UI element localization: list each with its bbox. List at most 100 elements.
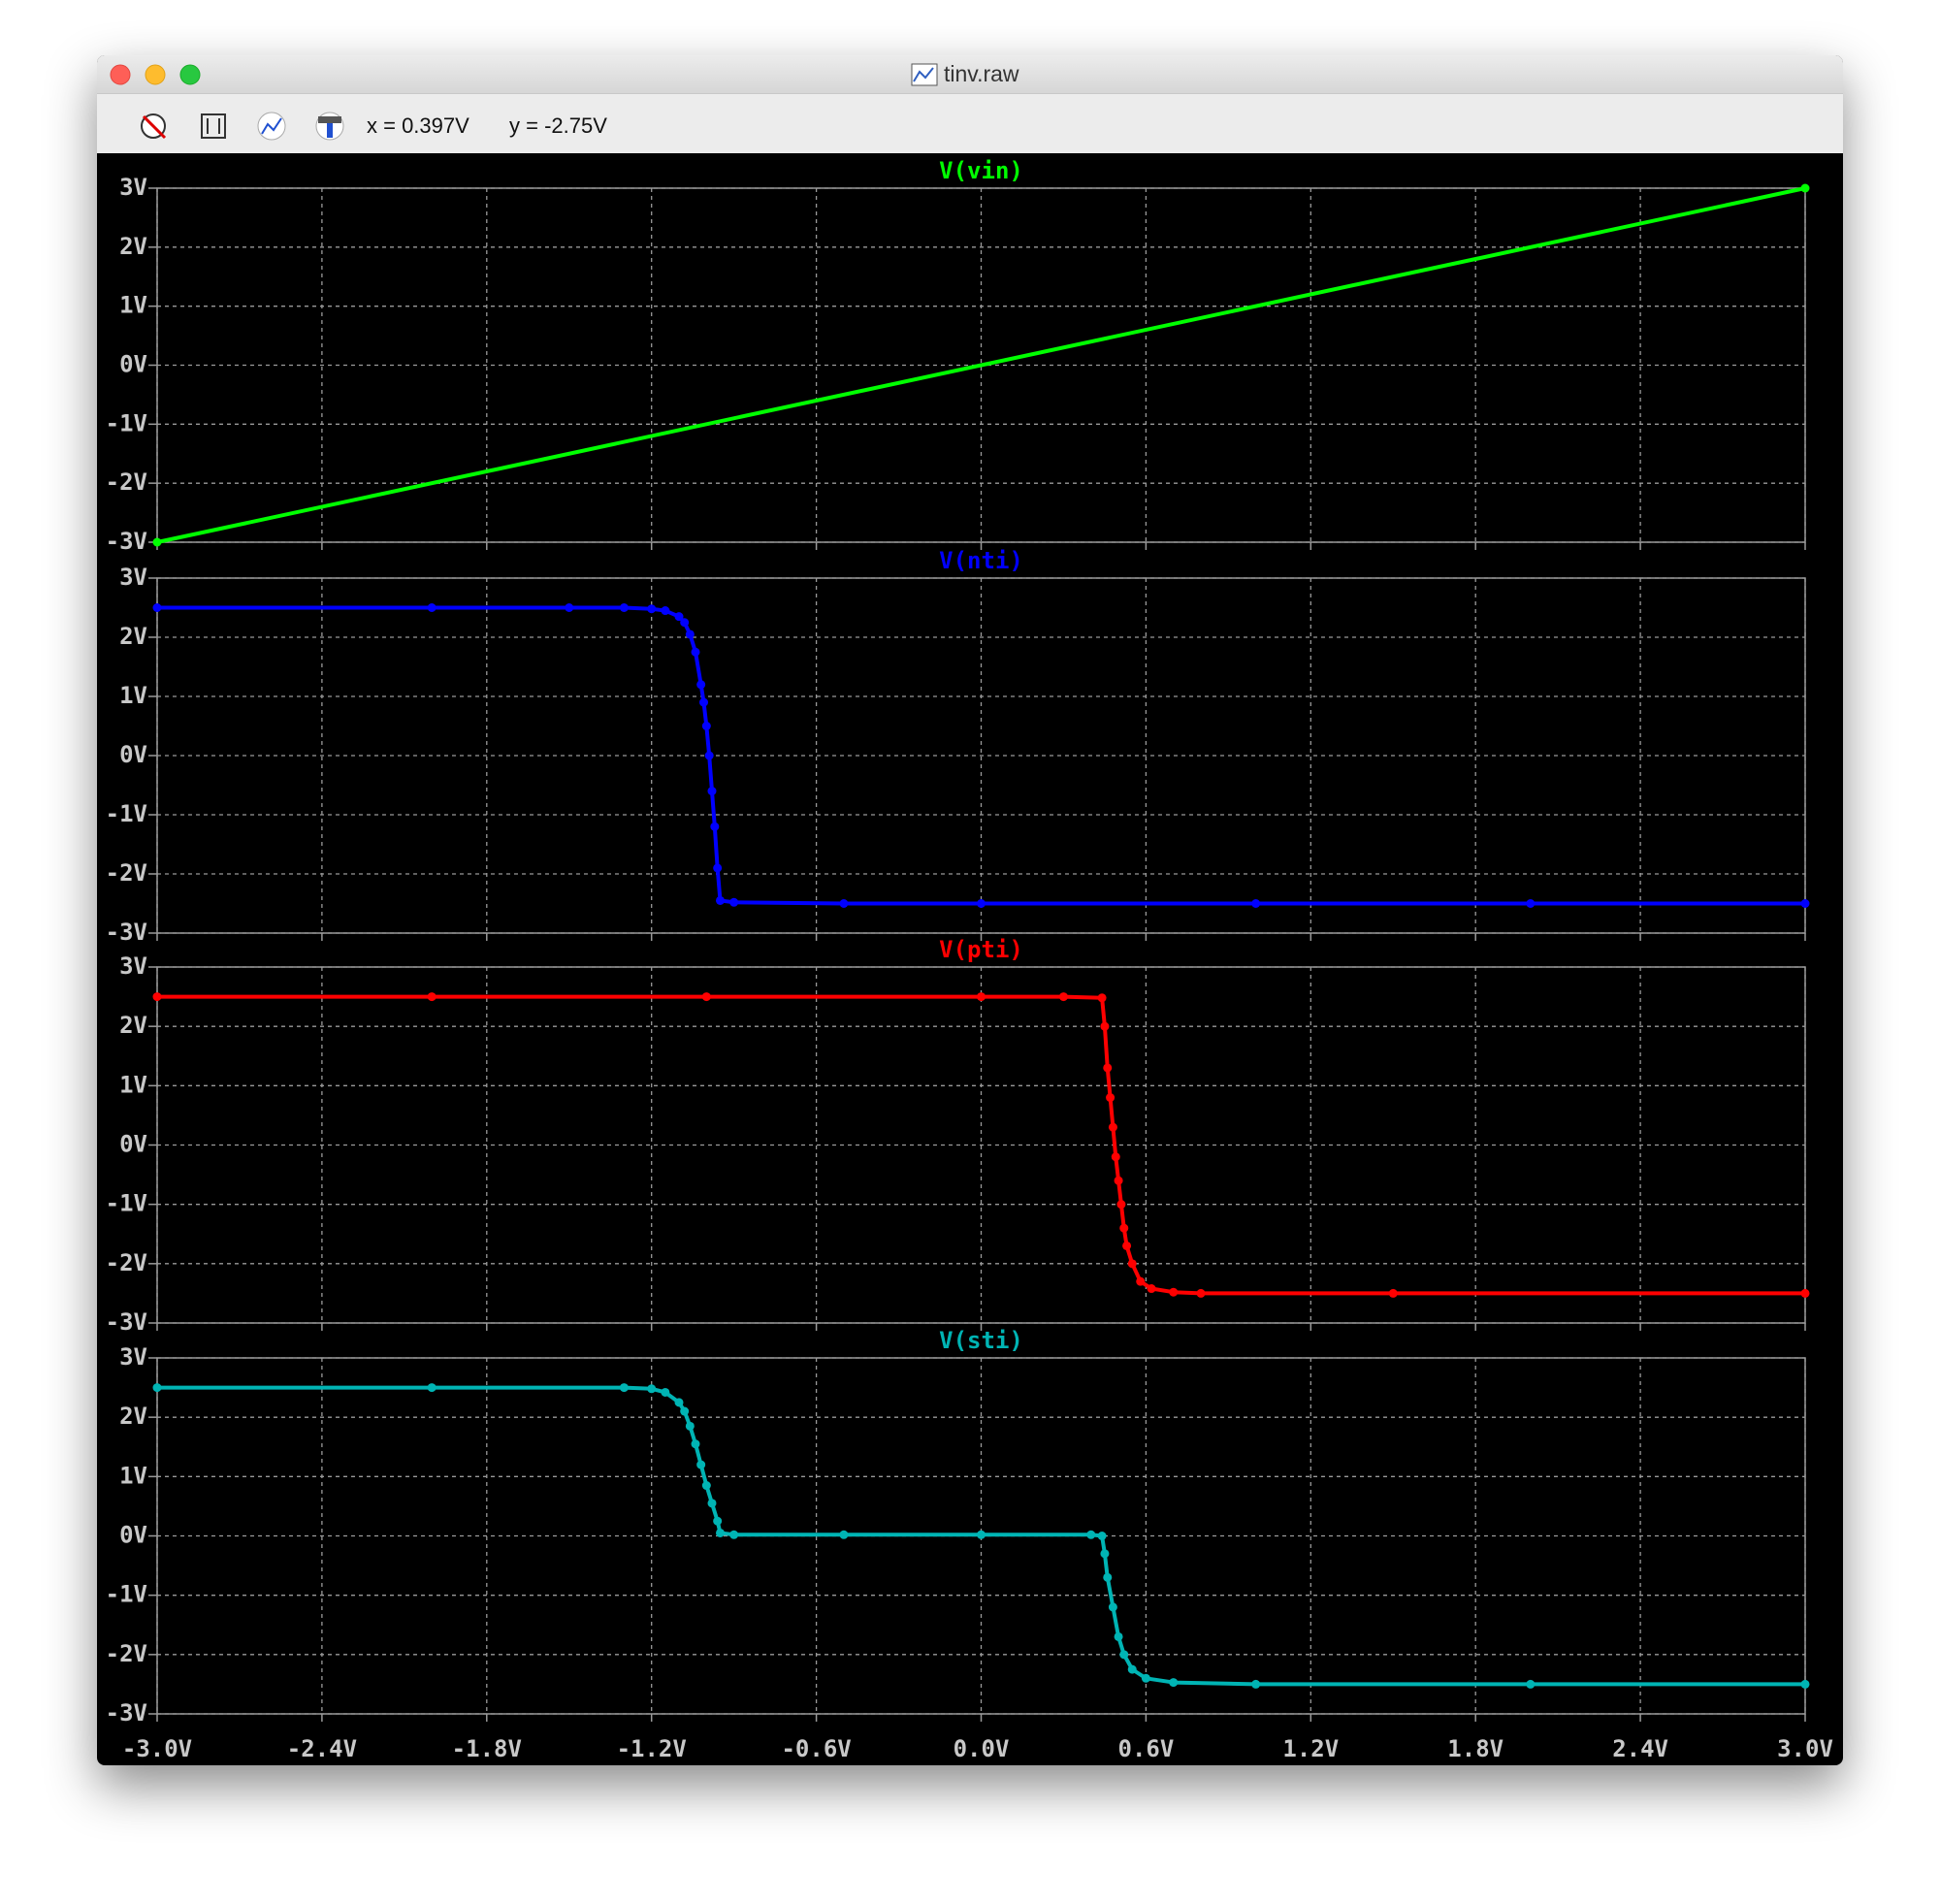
data-point: [1097, 1532, 1107, 1540]
x-tick-label: 1.8V: [1447, 1735, 1504, 1762]
data-point: [674, 612, 684, 622]
cursor-y: y = -2.75V: [509, 113, 607, 138]
data-point: [427, 603, 436, 612]
minimize-button[interactable]: [145, 64, 166, 85]
x-tick-label: -1.2V: [617, 1735, 687, 1762]
plot-frame: [156, 577, 1806, 934]
y-tick-label: -1V: [106, 1581, 147, 1608]
data-point: [701, 992, 711, 1002]
tool-icon[interactable]: [327, 123, 333, 138]
data-point: [715, 895, 725, 905]
data-point: [713, 1516, 723, 1526]
y-tick-label: 1V: [119, 1071, 147, 1098]
data-point: [1103, 1572, 1113, 1582]
data-point: [713, 863, 723, 873]
tool-icon[interactable]: [318, 116, 341, 123]
data-point: [691, 647, 700, 657]
data-point: [1108, 1122, 1117, 1132]
pane-title: V(pti): [939, 936, 1023, 963]
trace: [157, 994, 1805, 1296]
data-point: [1122, 1241, 1132, 1250]
data-point: [1800, 183, 1810, 193]
data-point: [152, 603, 162, 612]
window-title: tinv.raw: [944, 61, 1019, 86]
y-tick-label: 2V: [119, 623, 147, 650]
file-icon-graph: [913, 67, 934, 82]
y-tick-label: 1V: [119, 1462, 147, 1489]
y-tick-label: -1V: [106, 1190, 147, 1217]
file-icon: [911, 63, 938, 86]
plot-frame: [156, 966, 1806, 1324]
data-point: [701, 722, 711, 730]
data-point: [680, 618, 690, 628]
data-point: [839, 1530, 849, 1539]
data-point: [1800, 899, 1810, 908]
axis-tool[interactable]: [257, 112, 286, 141]
tool-icon[interactable]: [257, 112, 286, 141]
y-tick-label: -2V: [106, 859, 147, 887]
probe-tool[interactable]: [315, 112, 344, 141]
data-point: [1108, 1602, 1117, 1612]
data-point: [1169, 1287, 1179, 1297]
tool-icon[interactable]: [142, 114, 167, 140]
data-point: [729, 897, 739, 907]
data-point: [427, 1383, 436, 1393]
data-point: [661, 606, 670, 616]
x-tick-label: 2.4V: [1612, 1735, 1668, 1762]
y-tick-label: 1V: [119, 682, 147, 709]
data-point: [1251, 899, 1261, 908]
y-tick-label: -3V: [106, 919, 147, 946]
data-point: [1169, 1678, 1179, 1688]
data-point: [1136, 1276, 1146, 1286]
data-point: [1114, 1176, 1123, 1185]
data-point: [715, 1528, 725, 1537]
tool-icon[interactable]: [261, 117, 282, 135]
data-point: [701, 1481, 711, 1491]
y-tick-label: 0V: [119, 351, 147, 378]
data-point: [685, 629, 695, 639]
window-frame: [97, 55, 1843, 1765]
data-point: [661, 1387, 670, 1397]
data-point: [710, 822, 720, 831]
window: tinv.raw x = 0.397V y = -2.75V: [97, 55, 1843, 1765]
data-point: [152, 537, 162, 547]
data-point: [707, 787, 717, 796]
x-tick-label: -0.6V: [781, 1735, 851, 1762]
y-tick-label: -1V: [106, 800, 147, 827]
plot-frame: [156, 1357, 1806, 1715]
close-button[interactable]: [110, 64, 131, 85]
data-point: [1127, 1664, 1137, 1674]
data-point: [427, 992, 436, 1002]
autorange-tool[interactable]: [201, 113, 226, 139]
data-point: [1800, 1679, 1810, 1689]
y-tick-label: 0V: [119, 741, 147, 768]
pane-title: V(vin): [939, 157, 1023, 184]
y-tick-label: -2V: [106, 468, 147, 496]
data-point: [647, 604, 657, 614]
zoom-button[interactable]: [179, 64, 201, 85]
data-point: [1147, 1284, 1156, 1294]
data-point: [1100, 1021, 1110, 1031]
data-point: [565, 603, 574, 612]
x-tick-label: 1.2V: [1282, 1735, 1339, 1762]
data-point: [1251, 1679, 1261, 1689]
data-point: [699, 697, 709, 707]
x-tick-label: -2.4V: [287, 1735, 357, 1762]
data-point: [1106, 1093, 1116, 1103]
data-point: [1196, 1288, 1206, 1298]
data-point: [1119, 1650, 1129, 1660]
zoom-tool[interactable]: [141, 113, 167, 140]
data-point: [977, 992, 986, 1002]
data-point: [674, 1398, 684, 1407]
data-point: [680, 1406, 690, 1416]
data-point: [1127, 1259, 1137, 1269]
y-tick-label: 0V: [119, 1522, 147, 1549]
data-point: [685, 1421, 695, 1431]
y-tick-label: -3V: [106, 528, 147, 555]
y-tick-label: 3V: [119, 1343, 147, 1371]
y-tick-label: 3V: [119, 952, 147, 980]
tool-icon[interactable]: [201, 113, 226, 139]
data-point: [691, 1439, 700, 1449]
trace: [156, 186, 1806, 544]
